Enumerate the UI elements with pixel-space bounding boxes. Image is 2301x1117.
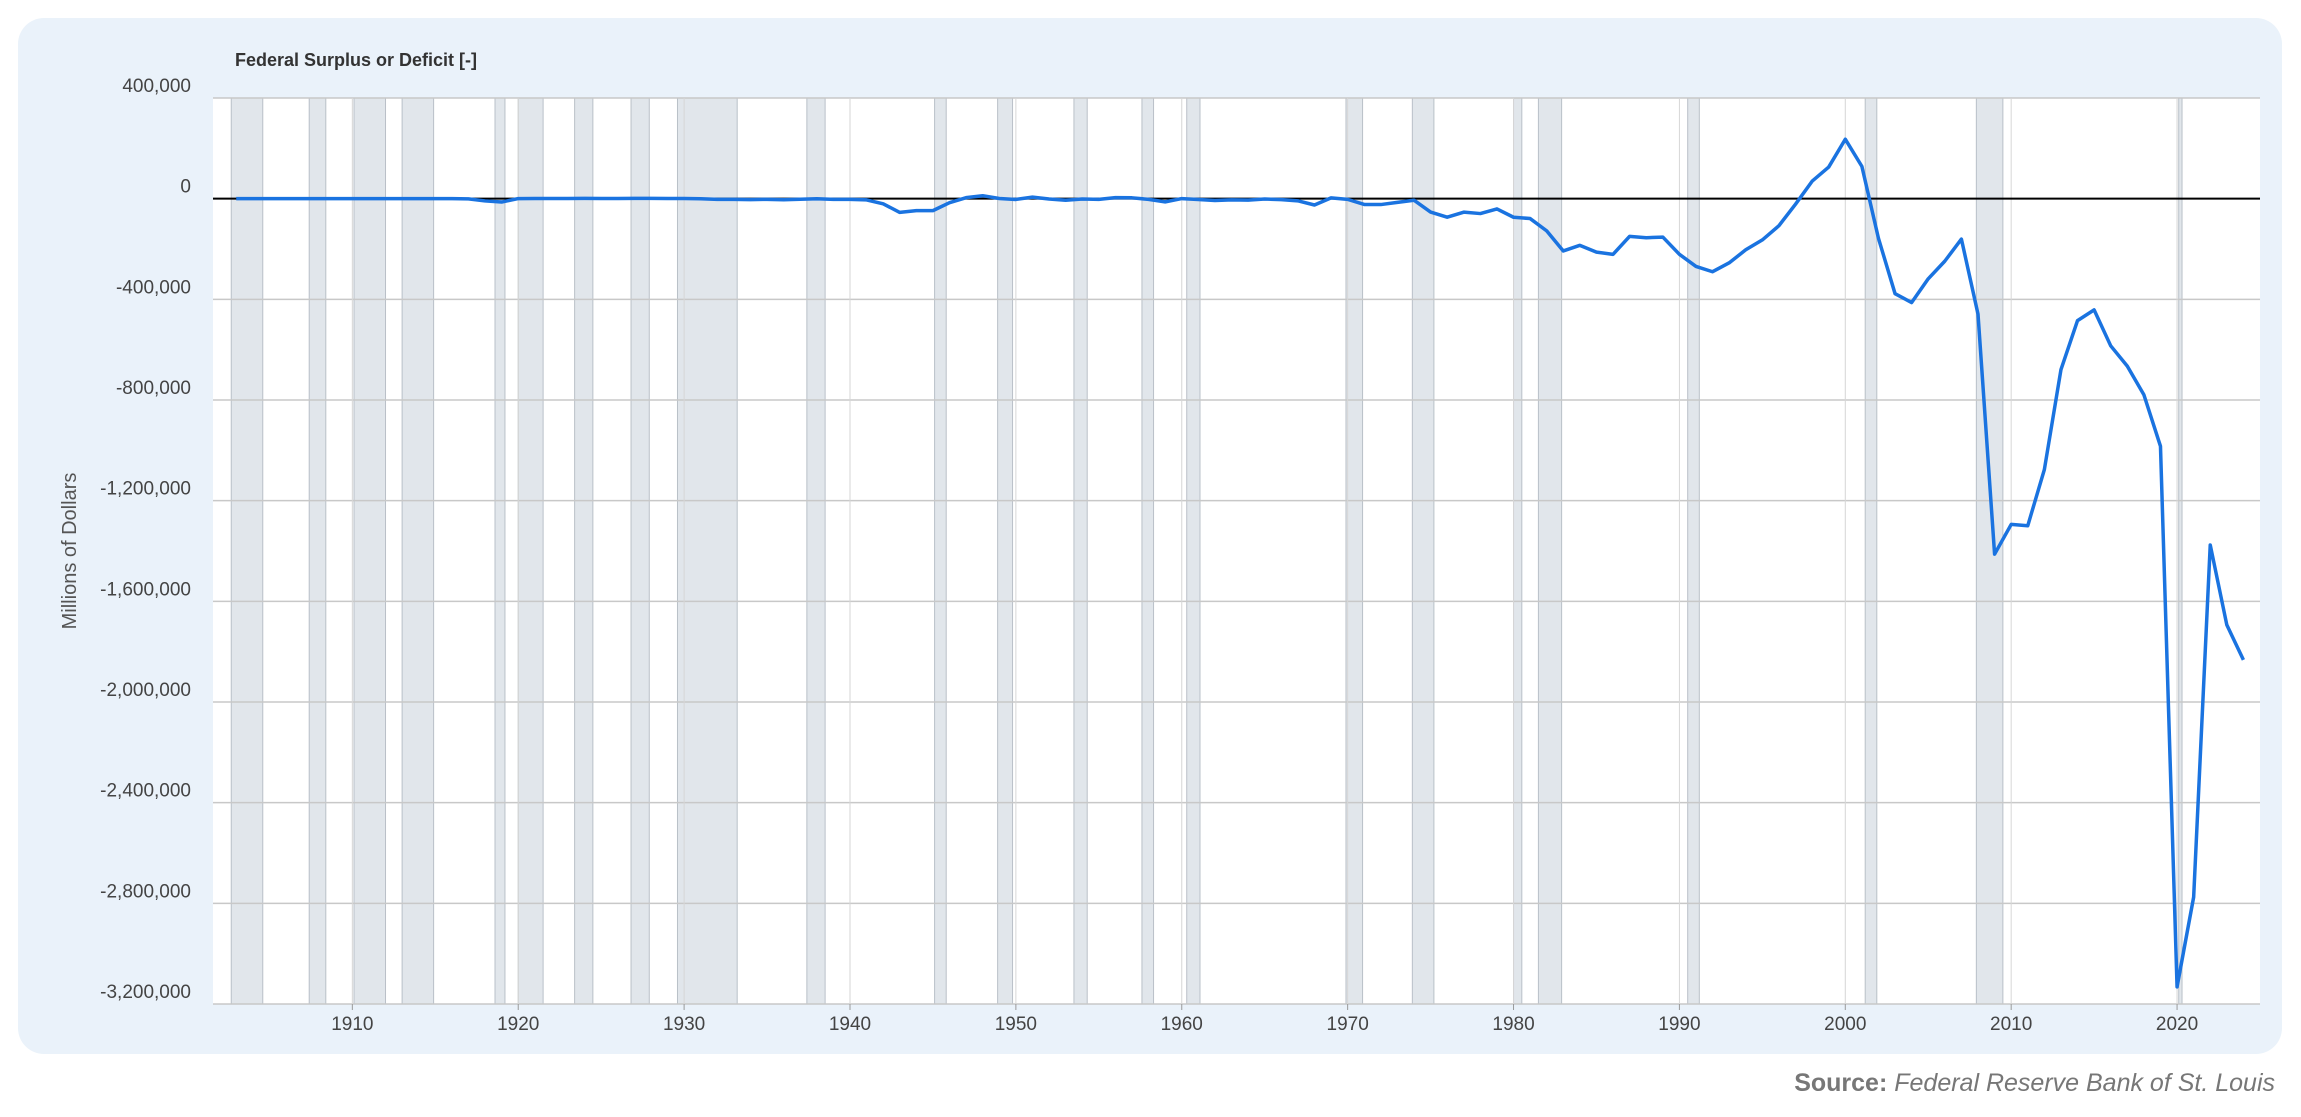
y-tick-label: -800,000 — [116, 378, 191, 399]
recession-band — [806, 97, 826, 1005]
x-tick-label: 1930 — [663, 1014, 705, 1035]
y-tick-label: -3,200,000 — [100, 982, 191, 1003]
source-name: Federal Reserve Bank of St. Louis — [1894, 1069, 2275, 1097]
recession-band — [401, 97, 435, 1005]
recession-band — [1975, 97, 2004, 1005]
y-tick-label: -1,200,000 — [100, 479, 191, 500]
x-tick-label: 2000 — [1824, 1014, 1866, 1035]
recession-band — [494, 97, 506, 1005]
recession-band — [630, 97, 650, 1005]
recession-band — [308, 97, 327, 1005]
recession-band — [934, 97, 947, 1005]
plot-area — [213, 98, 2260, 1004]
x-tick-label: 1920 — [497, 1014, 539, 1035]
y-tick-label: 0 — [180, 177, 191, 198]
recession-band — [1345, 97, 1364, 1005]
chart-title: Federal Surplus or Deficit [-] — [235, 50, 477, 70]
recession-band — [1864, 97, 1878, 1005]
y-tick-label: -2,800,000 — [100, 881, 191, 902]
x-tick-label: 1960 — [1161, 1014, 1203, 1035]
x-tick-label: 2020 — [2156, 1014, 2198, 1035]
x-tick-label: 1980 — [1492, 1014, 1534, 1035]
y-axis-label: Millions of Dollars — [59, 473, 81, 630]
y-tick-label: 400,000 — [122, 76, 191, 97]
recession-band — [1513, 97, 1523, 1005]
recession-band — [230, 97, 264, 1005]
source-label: Source: — [1794, 1069, 1887, 1097]
x-tick-label: 1940 — [829, 1014, 871, 1035]
recession-band — [1073, 97, 1088, 1005]
recession-band — [997, 97, 1014, 1005]
recession-band — [1141, 97, 1155, 1005]
recession-band — [1411, 97, 1435, 1005]
recession-band — [2178, 97, 2183, 1005]
recession-band — [1687, 97, 1700, 1005]
y-tick-label: -400,000 — [116, 277, 191, 298]
recession-band — [574, 97, 594, 1005]
x-tick-label: 1950 — [995, 1014, 1037, 1035]
x-tick-label: 2010 — [1990, 1014, 2032, 1035]
x-tick-label: 1910 — [331, 1014, 373, 1035]
y-tick-label: -1,600,000 — [100, 579, 191, 600]
recession-band — [676, 97, 738, 1005]
recession-band — [353, 97, 387, 1005]
marks — [236, 137, 2245, 989]
y-tick-label: -2,400,000 — [100, 781, 191, 802]
source: Source: Federal Reserve Bank of St. Loui… — [1794, 1069, 2275, 1097]
x-tick-label: 1990 — [1658, 1014, 1700, 1035]
x-tick-label: 1970 — [1327, 1014, 1369, 1035]
y-tick-label: -2,000,000 — [100, 680, 191, 701]
recession-bands — [230, 97, 2183, 1005]
recession-band — [1186, 97, 1201, 1005]
series-line — [236, 137, 2245, 989]
recession-band — [517, 97, 544, 1005]
